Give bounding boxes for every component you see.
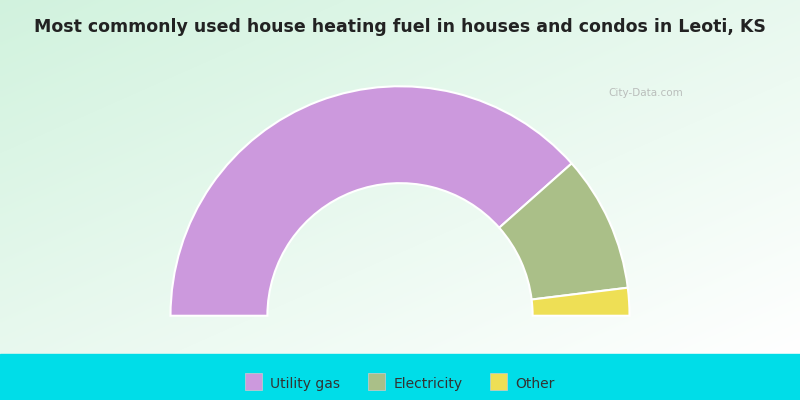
Wedge shape: [532, 288, 630, 316]
Text: Most commonly used house heating fuel in houses and condos in Leoti, KS: Most commonly used house heating fuel in…: [34, 18, 766, 36]
Text: City-Data.com: City-Data.com: [608, 88, 682, 98]
Wedge shape: [170, 86, 572, 316]
Wedge shape: [499, 164, 628, 300]
Legend: Utility gas, Electricity, Other: Utility gas, Electricity, Other: [246, 377, 554, 391]
Bar: [0, 354, 800, 400]
